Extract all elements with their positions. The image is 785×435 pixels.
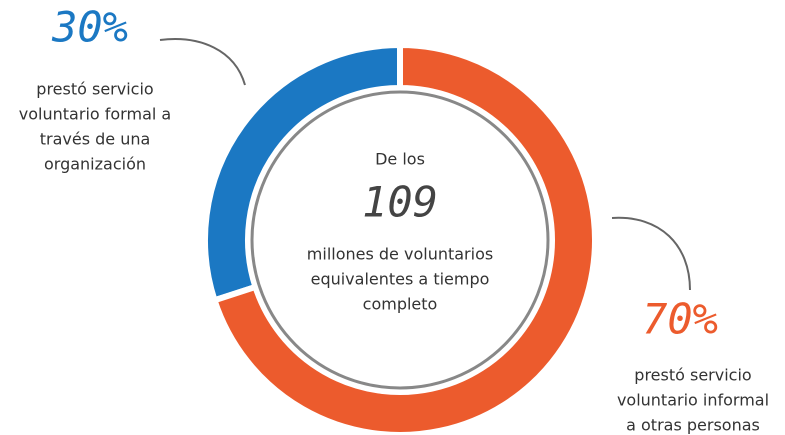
center-line: equivalentes a tiempo [311, 270, 490, 289]
center-line: millones de voluntarios [307, 245, 493, 264]
center-line: completo [363, 295, 438, 314]
center-top: De los [375, 150, 425, 169]
value-label: 70% [642, 295, 718, 344]
center-number: 109 [362, 178, 438, 227]
label-line: prestó servicio [36, 80, 153, 99]
label-line: través de una [40, 130, 151, 149]
connector [611, 216, 691, 291]
label-line: voluntario informal [617, 391, 769, 410]
connector [159, 38, 246, 86]
value-label: 30% [51, 3, 128, 52]
label-line: organización [44, 155, 146, 174]
label-line: prestó servicio [634, 366, 751, 385]
center-circle [250, 90, 550, 390]
label-line: voluntario formal a [19, 105, 171, 124]
label-line: a otras personas [626, 416, 760, 435]
donut-segment [210, 41, 598, 435]
